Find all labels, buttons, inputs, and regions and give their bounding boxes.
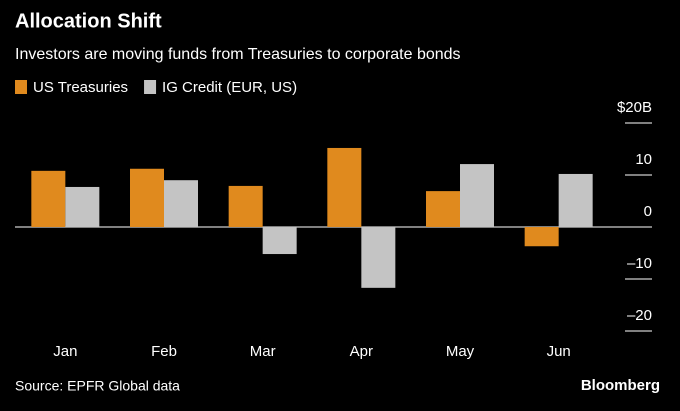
brand: Bloomberg [581, 377, 660, 394]
y-tick-label: –10 [627, 255, 652, 272]
bar [130, 168, 164, 227]
bar [361, 227, 396, 288]
x-tick-label: Jan [53, 343, 77, 360]
y-tick-label: 0 [644, 203, 652, 220]
source: Source: EPFR Global data [15, 378, 180, 394]
bar [31, 170, 66, 227]
bar [524, 227, 559, 247]
y-tick-label: 10 [635, 151, 652, 168]
legend-label: US Treasuries [33, 79, 128, 96]
y-tick-label: $20B [617, 99, 652, 116]
x-tick-label: Feb [151, 343, 177, 360]
x-tick-label: Jun [547, 343, 571, 360]
bar [327, 147, 362, 227]
y-tick-label: –20 [627, 307, 652, 324]
bar [460, 164, 494, 227]
bar [558, 173, 593, 227]
legend-swatch [15, 80, 27, 94]
x-tick-label: Mar [250, 343, 276, 360]
bar [426, 191, 460, 227]
bar [262, 227, 297, 255]
chart-subtitle: Investors are moving funds from Treasuri… [15, 46, 461, 63]
bar [65, 186, 100, 227]
legend-label: IG Credit (EUR, US) [162, 79, 297, 96]
bar [164, 180, 198, 227]
chart-title: Allocation Shift [15, 10, 162, 32]
x-tick-label: May [446, 343, 475, 360]
x-tick-label: Apr [350, 343, 373, 360]
bar [228, 185, 263, 227]
legend-swatch [144, 80, 157, 94]
